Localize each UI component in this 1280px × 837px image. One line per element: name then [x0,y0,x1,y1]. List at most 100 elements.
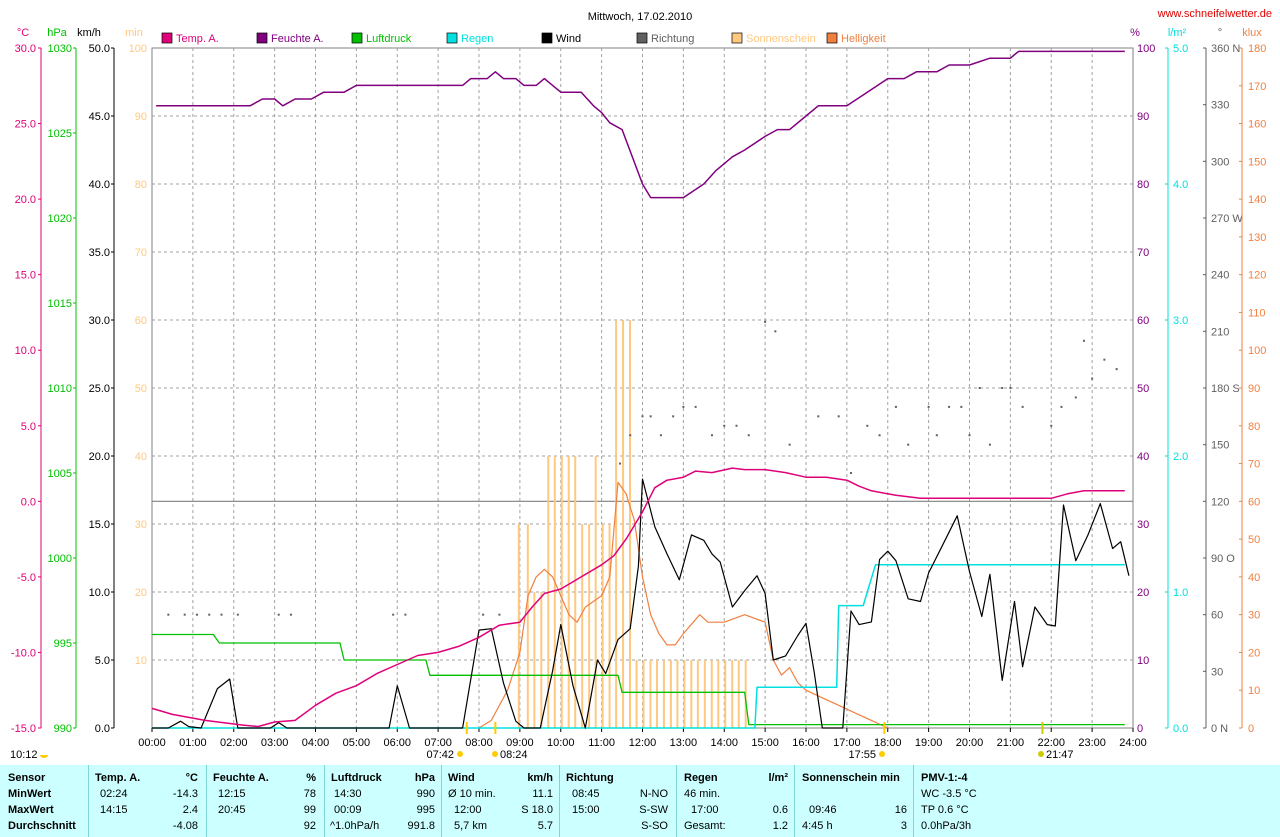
direction-point-46 [1074,396,1077,399]
sunshine-bar-2 [533,592,536,728]
direction-point-35 [935,434,938,437]
axis-unit-direction: ° [1218,27,1222,39]
axis-unit-brightness: klux [1242,27,1262,39]
stats-humidity-min-value: 78 [303,788,316,800]
stats-col-temp: Temp. A. °C 02:24 -14.3 14:15 2.4 -4.08 [88,765,207,837]
direction-point-42 [1009,387,1012,389]
stats-unit-temp: °C [185,772,198,784]
stats-temp-min-value: -14.3 [172,788,198,800]
legend-swatch-2 [351,32,363,44]
legend: Temp. A. Feuchte A. Luftdruck Regen Wind Rich… [161,32,886,45]
stats-direction-avg-value: S-SO [641,820,668,832]
time-tick-11: 11:00 [588,737,615,749]
stats-col-pressure: Luftdruck hPa 14:30 990 00:09 995 ^1.0hP… [324,765,442,837]
temp-axis-tick-4: 10.0 [15,345,36,357]
left-axes: 30.0 25.0 20.0 15.0 10.0 5.0 0.0 -5.0 -10.0 -15.0… [11,43,147,735]
stats-col-sunshine: Sonnenschein min 09:46 16 4:45 h 3 [794,765,914,837]
humidity-axis-tick-8: 20 [1137,587,1149,599]
chart-title: Mittwoch, 17.02.2010 [588,11,693,23]
stats-sunshine-avg-value: 3 [900,820,907,832]
sunshine-bar-17 [635,660,638,728]
legend-label-7: Helligkeit [841,33,886,45]
direction-point-31 [878,434,881,437]
sunshine-bar-11 [594,456,597,728]
stats-humidity-max-time: 20:45 [218,804,246,816]
direction-point-14 [641,415,644,418]
direction-axis-tick-5: 210 [1211,326,1229,338]
humidity-axis-tick-9: 10 [1137,655,1149,667]
time-tick-24: 24:00 [1119,737,1147,749]
time-tick-2: 02:00 [220,737,248,749]
stats-pressure-max-time: 00:09 [334,804,362,816]
brightness-axis-tick-10: 80 [1248,421,1260,433]
direction-point-7 [289,613,292,616]
rain-axis-tick-1: 4.0 [1173,179,1188,191]
stats-row-label-min: MinWert [8,788,52,800]
wind-axis-tick-9: 5.0 [95,655,110,667]
time-tick-9: 09:00 [506,737,534,749]
marker-moonset-label: 21:47 [1046,749,1074,761]
direction-point-5 [236,613,239,616]
brightness-axis-tick-6: 120 [1248,270,1266,282]
direction-axis-tick-8: 120 [1211,496,1229,508]
direction-point-3 [208,613,211,616]
stats-rain-max-value: 0.6 [772,804,788,816]
direction-point-9 [404,613,407,616]
axis-unit-wind: km/h [77,27,101,39]
sunshine-bar-6 [560,456,563,728]
brightness-line [478,481,889,729]
direction-point-17 [672,415,675,418]
direction-point-20 [710,434,713,437]
humidity-axis-tick-5: 50 [1137,383,1149,395]
wind-line [152,478,1130,729]
direction-point-19 [694,405,697,408]
website-url[interactable]: www.schneifelwetter.de [1157,8,1272,20]
time-tick-16: 16:00 [792,737,820,749]
time-tick-8: 08:00 [465,737,493,749]
legend-swatch-1 [256,32,268,44]
stats-unit-humidity: % [306,772,316,784]
sunshine-axis-tick-9: 10 [135,655,147,667]
marker-sunrise-label: 07:42 [426,749,454,761]
sunshine-bar-0 [517,524,520,728]
pressure-axis-tick-2: 1020 [48,213,72,225]
direction-point-16 [659,434,662,437]
stats-direction-max-value: S-SW [639,804,668,816]
sunshine-bar-24 [683,660,686,728]
direction-point-48 [1091,377,1094,380]
temp-axis-tick-5: 5.0 [21,421,36,433]
stats-row-label-max: MaxWert [8,804,54,816]
axis-unit-rain: l/m² [1168,27,1187,39]
sunshine-bar-31 [731,660,734,728]
time-tick-3: 03:00 [261,737,289,749]
direction-point-50 [1115,368,1118,371]
temp-axis-tick-6: 0.0 [21,496,36,508]
sunshine-bar-29 [717,660,720,728]
direction-point-45 [1060,405,1063,408]
legend-swatch-0 [161,32,173,44]
sunshine-bar-20 [655,660,658,728]
temp-axis-tick-2: 20.0 [15,194,36,206]
chart-series [151,50,1130,729]
stats-pressure-min-value: 990 [416,788,435,800]
brightness-axis-tick-13: 50 [1248,534,1260,546]
stats-col-wind: Wind km/h Ø 10 min. 11.1 12:00 S 18.0 5,… [441,765,560,837]
brightness-axis-tick-1: 170 [1248,81,1266,93]
direction-point-40 [988,443,991,446]
sunshine-bar-23 [676,660,679,728]
direction-point-39 [978,387,981,389]
legend-label-6: Sonnenschein [746,33,816,45]
legend-swatch-7 [826,32,838,44]
legend-label-5: Richtung [651,33,694,45]
brightness-axis-tick-0: 180 [1248,43,1266,55]
stats-header-wind: Wind [448,772,475,784]
direction-point-33 [907,443,910,446]
stats-wind-min-label: Ø 10 min. [448,788,496,800]
marker-sunrise-icon [457,751,463,757]
time-tick-12: 12:00 [629,737,657,749]
temp-axis-tick-0: 30.0 [15,43,36,55]
direction-point-49 [1103,358,1106,361]
time-axis: 00:00 01:00 02:00 03:00 04:00 05:00 06:00 07:00… [138,728,1147,749]
time-tick-14: 14:00 [710,737,738,749]
stats-row-label-avg: Durchschnitt [8,820,76,832]
